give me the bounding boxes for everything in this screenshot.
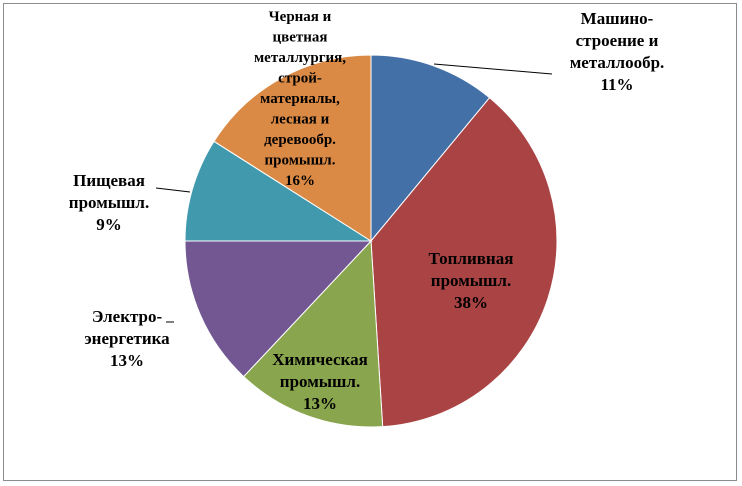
data-label-4: Пищевая промышл. 9% (69, 171, 149, 234)
category-label-line: строение и (576, 31, 659, 50)
pie-slice-0 (370, 54, 491, 243)
category-label-line: Топливная (429, 249, 514, 268)
category-label-line: промышл. (431, 271, 511, 290)
category-label-line: промышл. (280, 372, 360, 391)
pie-slice-2 (242, 239, 384, 428)
category-label-line: металлургия, (254, 50, 346, 66)
data-label-1: Топливная промышл. 38% (429, 249, 514, 312)
percent-label: 9% (96, 215, 122, 234)
category-label-line: Пищевая (73, 171, 145, 190)
percent-label: 13% (303, 394, 337, 413)
leader-lines (155, 63, 553, 323)
data-label-3: Электро-энергетика 13% (84, 307, 170, 370)
percent-label: 16% (285, 173, 315, 189)
category-label-line: лесная и (271, 112, 330, 128)
pie-slice-5 (213, 54, 372, 242)
category-label-line: промышл. (265, 153, 336, 169)
data-label-5: Черная и цветная металлургия, строй-материа… (254, 9, 346, 189)
category-label-line: цветная (272, 30, 327, 46)
category-label-line: строй- (278, 71, 322, 87)
leader-line-4 (155, 187, 191, 193)
leader-line-0 (433, 63, 553, 75)
percent-label: 11% (600, 75, 633, 94)
data-label-2: Химическая промышл. 13% (272, 350, 368, 413)
percent-label: 38% (454, 293, 488, 312)
data-labels: Машино-строение и металлообр. 11% Топливная… (69, 9, 665, 413)
category-label-line: энергетика (84, 329, 170, 348)
pie-slice-4 (184, 140, 373, 242)
category-label-line: металлообр. (570, 53, 665, 72)
category-label-line: Черная и (269, 9, 332, 25)
pie-slice-3 (184, 240, 373, 378)
data-label-0: Машино-строение и металлообр. 11% (570, 9, 665, 94)
pie-slice-1 (370, 96, 558, 428)
pie-slices (184, 54, 558, 428)
category-label-line: Машино- (581, 9, 654, 28)
category-label-line: промышл. (69, 193, 149, 212)
percent-label: 13% (110, 351, 144, 370)
category-label-line: Химическая (272, 350, 368, 369)
category-label-line: деревообр. (264, 132, 336, 148)
category-label-line: Электро- (92, 307, 163, 326)
category-label-line: материалы, (260, 91, 340, 107)
